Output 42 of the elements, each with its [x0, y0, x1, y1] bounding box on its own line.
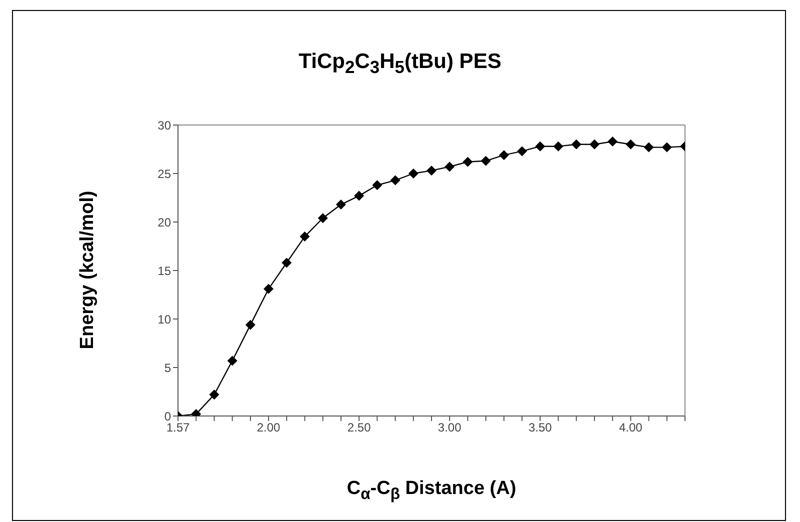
y-axis-title: Energy (kcal/mol) — [77, 189, 99, 351]
point — [209, 390, 220, 400]
point — [354, 190, 364, 201]
point — [644, 142, 654, 152]
y-tick-label: 15 — [158, 264, 172, 278]
y-tick-label: 30 — [158, 118, 172, 132]
point — [372, 180, 382, 190]
x-axis-title: C$_{α}$-C$_{β}$ Distance (A) — [346, 478, 518, 504]
point — [336, 200, 346, 210]
point — [535, 141, 546, 152]
point — [626, 139, 636, 150]
point — [444, 162, 455, 172]
x-tick-label: 1.57 — [166, 420, 190, 435]
x-tick-label: 3.00 — [438, 420, 462, 435]
point — [553, 141, 564, 152]
y-tick-label: 20 — [158, 215, 172, 230]
y-tick-label: 25 — [158, 166, 172, 181]
point — [608, 136, 618, 146]
point — [462, 156, 473, 167]
point — [589, 139, 600, 150]
point — [318, 213, 328, 224]
point — [264, 284, 274, 294]
point — [517, 146, 528, 156]
y-tick-label: 0 — [164, 409, 172, 424]
point — [282, 258, 292, 268]
point — [498, 150, 509, 160]
point — [227, 356, 238, 366]
point — [480, 156, 491, 166]
x-tick-label: 2.50 — [347, 420, 372, 435]
point — [571, 139, 582, 150]
point — [245, 320, 256, 330]
x-tick-label: 2.00 — [256, 420, 281, 435]
chart-title: TiCp$_{2}$C$_{3}$H$_{5}$(tBu) PES — [298, 50, 502, 78]
x-tick-label: 3.50 — [528, 420, 552, 435]
point — [408, 168, 418, 178]
point — [426, 166, 436, 176]
y-tick-label: 10 — [158, 312, 172, 326]
y-tick-label: 5 — [164, 360, 172, 375]
point — [300, 232, 310, 242]
point — [390, 175, 400, 186]
point — [662, 142, 672, 152]
x-tick-label: 4.00 — [619, 420, 643, 435]
